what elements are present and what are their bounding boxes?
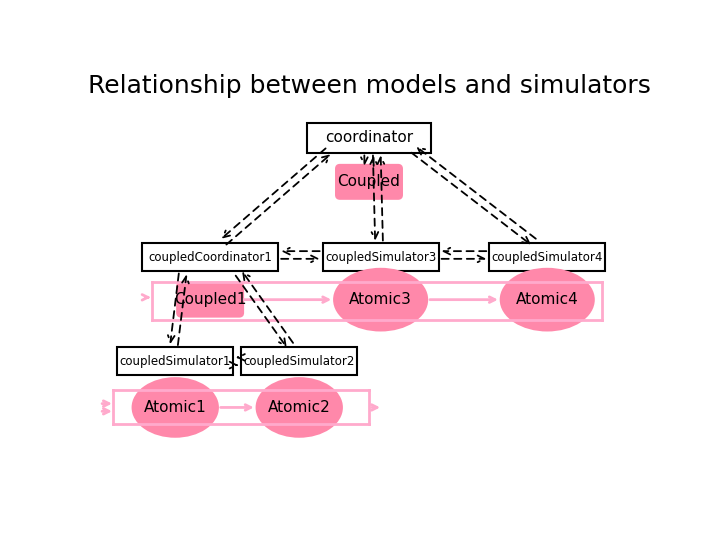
Text: Atomic2: Atomic2 — [268, 400, 330, 415]
Bar — [241, 347, 357, 375]
Bar — [323, 244, 438, 271]
FancyBboxPatch shape — [177, 283, 243, 316]
Bar — [143, 244, 278, 271]
Text: Coupled: Coupled — [338, 174, 400, 190]
Bar — [117, 347, 233, 375]
Text: coupledCoordinator1: coupledCoordinator1 — [148, 251, 272, 264]
Text: coupledSimulator1: coupledSimulator1 — [120, 355, 231, 368]
Text: Atomic4: Atomic4 — [516, 292, 579, 307]
Ellipse shape — [256, 378, 342, 437]
Text: Coupled1: Coupled1 — [174, 292, 246, 307]
Text: coordinator: coordinator — [325, 131, 413, 145]
Text: Atomic3: Atomic3 — [349, 292, 412, 307]
Text: coupledSimulator3: coupledSimulator3 — [325, 251, 436, 264]
Ellipse shape — [334, 269, 427, 330]
Text: Atomic1: Atomic1 — [144, 400, 207, 415]
Text: coupledSimulator4: coupledSimulator4 — [492, 251, 603, 264]
Text: Relationship between models and simulators: Relationship between models and simulato… — [88, 75, 650, 98]
Ellipse shape — [500, 269, 594, 330]
FancyBboxPatch shape — [336, 165, 402, 199]
Bar — [307, 123, 431, 153]
Text: coupledSimulator2: coupledSimulator2 — [243, 355, 355, 368]
Bar — [489, 244, 606, 271]
Ellipse shape — [132, 378, 218, 437]
